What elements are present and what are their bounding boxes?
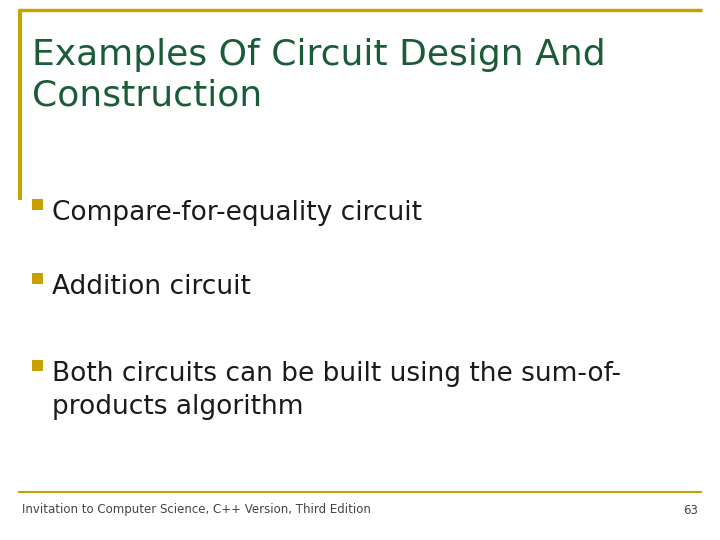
Bar	[32, 273, 43, 284]
Text: Addition circuit: Addition circuit	[52, 274, 251, 300]
Text: 63: 63	[683, 503, 698, 516]
Text: Construction: Construction	[32, 78, 262, 112]
Text: Invitation to Computer Science, C++ Version, Third Edition: Invitation to Computer Science, C++ Vers…	[22, 503, 371, 516]
Bar	[18, 10, 22, 200]
Bar	[32, 199, 43, 210]
Text: Examples Of Circuit Design And: Examples Of Circuit Design And	[32, 38, 606, 72]
Text: Both circuits can be built using the sum-of-
products algorithm: Both circuits can be built using the sum…	[52, 361, 621, 420]
Bar	[32, 360, 43, 371]
Text: Compare-for-equality circuit: Compare-for-equality circuit	[52, 200, 422, 226]
